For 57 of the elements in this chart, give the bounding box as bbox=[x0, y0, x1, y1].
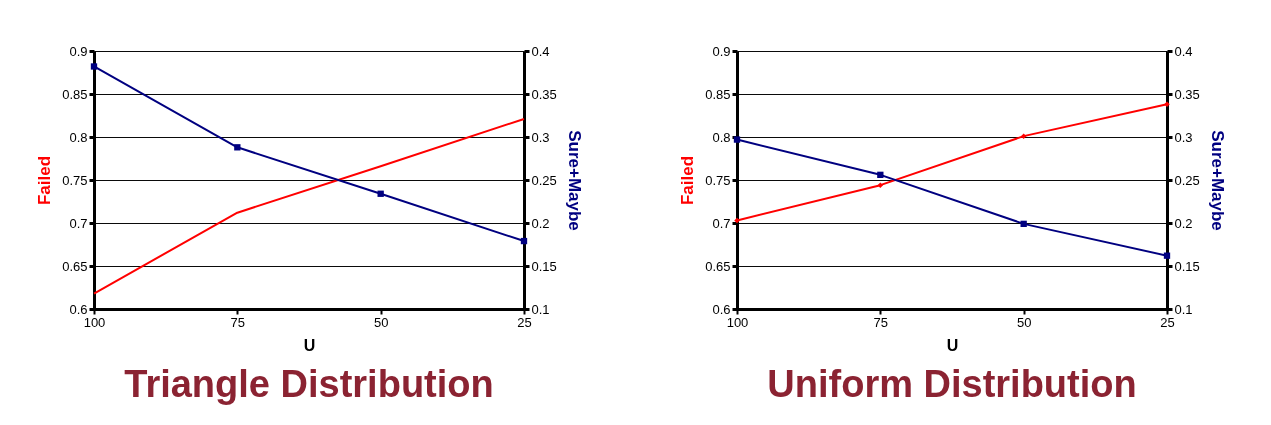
x-tick-label: 50 bbox=[1016, 314, 1032, 330]
y-tick-label: 0.7 bbox=[712, 215, 731, 231]
x-tick-label: 50 bbox=[373, 314, 389, 330]
point bbox=[1020, 133, 1027, 139]
y-axis-title: Failed bbox=[678, 155, 698, 206]
y-tick-label: 0.85 bbox=[705, 86, 731, 102]
y-tick-label: 0.65 bbox=[62, 258, 88, 274]
y2-tick-label: 0.3 bbox=[531, 129, 550, 145]
y2-tick-label: 0.1 bbox=[1174, 301, 1193, 317]
x-axis-title: U bbox=[303, 336, 316, 354]
y2-tick-label: 0.3 bbox=[1174, 129, 1193, 145]
y-tick-label: 0.75 bbox=[62, 172, 88, 188]
line-series bbox=[93, 117, 525, 295]
point bbox=[520, 237, 528, 245]
y2-tick-label: 0.2 bbox=[1174, 215, 1193, 231]
y-tick-label: 0.9 bbox=[712, 43, 731, 59]
x-axis-title: U bbox=[946, 336, 959, 354]
point bbox=[734, 217, 740, 224]
y2-tick-label: 0.25 bbox=[531, 172, 557, 188]
text: Triangle Distribution bbox=[124, 363, 494, 405]
y2-tick-label: 0.25 bbox=[1174, 172, 1200, 188]
point bbox=[733, 136, 741, 143]
x-tick-label: 100 bbox=[83, 314, 106, 330]
y2-axis-title: Sure+Maybe bbox=[564, 130, 584, 231]
y2-tick-label: 0.1 bbox=[531, 301, 550, 317]
y2-tick-label: 0.35 bbox=[531, 86, 557, 102]
y2-tick-label: 0.4 bbox=[531, 43, 550, 59]
point bbox=[877, 171, 884, 178]
y2-tick-label: 0.4 bbox=[1174, 43, 1193, 59]
y-tick-label: 0.7 bbox=[69, 215, 88, 231]
point bbox=[90, 63, 98, 70]
y2-tick-label: 0.15 bbox=[1174, 258, 1200, 274]
point bbox=[1164, 101, 1170, 108]
y-tick-label: 0.8 bbox=[69, 129, 88, 145]
y2-tick-label: 0.15 bbox=[531, 258, 557, 274]
y-tick-label: 0.65 bbox=[705, 258, 731, 274]
x-tick-label: 75 bbox=[873, 314, 889, 330]
x-tick-label: 25 bbox=[517, 314, 532, 330]
x-tick-label: 25 bbox=[1160, 314, 1175, 330]
y2-tick-label: 0.35 bbox=[1174, 86, 1200, 102]
y-tick-label: 0.6 bbox=[69, 301, 88, 317]
y-tick-label: 0.8 bbox=[712, 129, 731, 145]
text: Uniform Distribution bbox=[767, 363, 1137, 405]
y-tick-label: 0.85 bbox=[62, 86, 88, 102]
point bbox=[234, 144, 241, 151]
point bbox=[377, 190, 384, 197]
y-tick-label: 0.6 bbox=[712, 301, 731, 317]
y-tick-label: 0.9 bbox=[69, 43, 88, 59]
x-tick-label: 100 bbox=[726, 314, 749, 330]
x-tick-label: 75 bbox=[230, 314, 246, 330]
point bbox=[1163, 252, 1171, 259]
y2-tick-label: 0.2 bbox=[531, 215, 550, 231]
y-axis-title: Failed bbox=[35, 155, 55, 206]
y2-axis-title: Sure+Maybe bbox=[1207, 130, 1227, 231]
point bbox=[1020, 220, 1027, 228]
y-tick-label: 0.75 bbox=[705, 172, 731, 188]
point bbox=[877, 182, 884, 188]
